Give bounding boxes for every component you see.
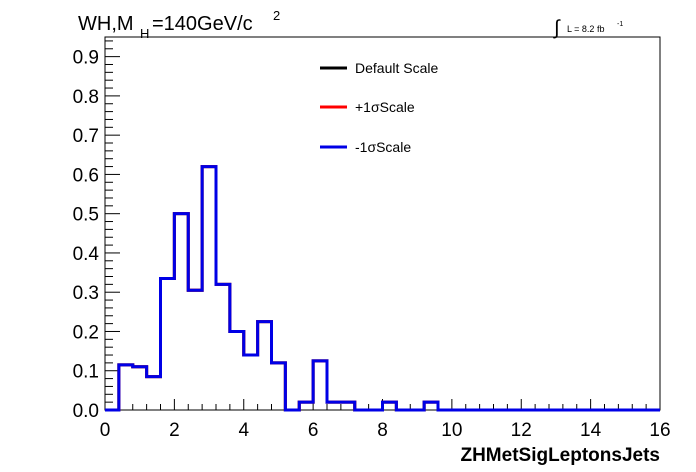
y-tick-label: 0.2 <box>73 322 99 343</box>
lumi-superscript: -1 <box>617 21 623 28</box>
y-tick-label: 0.6 <box>73 165 99 186</box>
series-layer <box>105 165 660 412</box>
lumi-text: L = 8.2 fb <box>567 24 604 34</box>
luminosity-label: ∫ L = 8.2 fb -1 <box>553 17 623 39</box>
x-tick-label: 14 <box>580 420 602 441</box>
title-main: WH,M <box>78 13 134 35</box>
chart-title: WH,M H =140GeV/c 2 <box>78 8 280 41</box>
y-tick-label: 0.3 <box>73 283 99 304</box>
y-tick-label: 0.5 <box>73 205 99 226</box>
x-axis-label: ZHMetSigLeptonsJets <box>460 445 660 466</box>
series-line-2 <box>105 165 660 412</box>
legend-label-0: Default Scale <box>355 60 438 76</box>
legend-label-2: -1σScale <box>355 139 411 155</box>
x-tick-label: 8 <box>377 420 388 441</box>
legend: Default Scale +1σScale -1σScale <box>320 60 438 155</box>
title-superscript: 2 <box>273 8 280 23</box>
x-tick-label: 10 <box>441 420 462 441</box>
x-tick-label: 0 <box>100 420 111 441</box>
x-tick-label: 12 <box>511 420 532 441</box>
title-subscript: H <box>140 26 149 41</box>
y-tick-label: 0.9 <box>73 48 99 69</box>
title-rest: =140GeV/c <box>152 13 253 35</box>
y-tick-label: 0.0 <box>73 401 99 422</box>
x-tick-label: 6 <box>308 420 319 441</box>
y-tick-label: 0.1 <box>73 362 99 383</box>
y-tick-label: 0.7 <box>73 126 99 147</box>
x-tick-label: 16 <box>649 420 670 441</box>
x-tick-label: 4 <box>238 420 249 441</box>
y-tick-label: 0.4 <box>73 244 100 265</box>
integral-sign: ∫ <box>553 17 561 39</box>
y-tick-label: 0.8 <box>73 87 99 108</box>
x-tick-label: 2 <box>169 420 180 441</box>
legend-label-1: +1σScale <box>355 99 415 115</box>
